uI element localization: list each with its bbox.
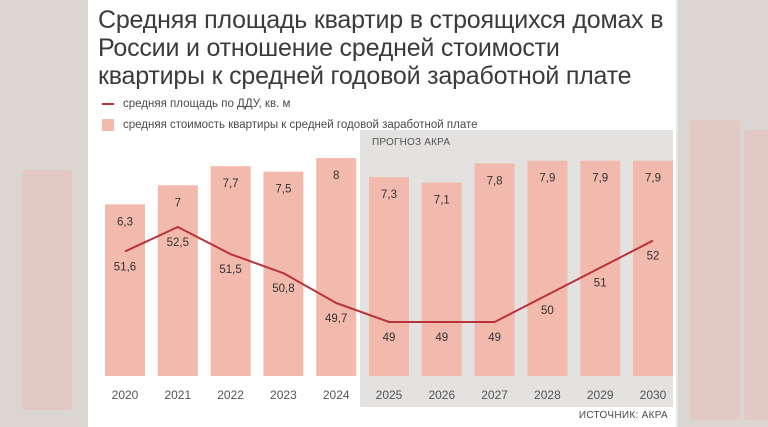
line-value-label: 52 — [647, 251, 660, 263]
line-value-label: 52,5 — [167, 237, 189, 249]
source-note: ИСТОЧНИК: АКРА — [578, 410, 668, 421]
line-value-label: 49,7 — [325, 313, 347, 325]
x-tick-label: 2029 — [587, 388, 614, 402]
x-tick-label: 2028 — [534, 388, 561, 402]
bar — [157, 185, 198, 376]
line-value-label: 50,8 — [272, 283, 294, 295]
line-value-label: 51,6 — [114, 261, 136, 273]
legend-item-line: средняя площадь по ДДУ, кв. м — [102, 93, 478, 114]
bar — [316, 158, 357, 376]
x-tick-label: 2020 — [112, 388, 139, 402]
legend-bar-swatch — [102, 118, 114, 131]
background-right — [678, 0, 768, 427]
x-tick-label: 2022 — [217, 388, 244, 402]
forecast-label: ПРОГНОЗ АКРА — [372, 137, 451, 148]
bar-value-label: 7,9 — [539, 173, 555, 185]
x-tick-label: 2021 — [164, 388, 191, 402]
legend-line-marker — [102, 102, 114, 105]
bar-value-label: 7 — [175, 197, 181, 209]
background-ghost-bar — [690, 120, 740, 420]
line-value-label: 49 — [383, 332, 396, 344]
legend-bar-label: средняя стоимость квартиры к средней год… — [123, 118, 478, 131]
chart-title: Средняя площадь квартир в строящихся дом… — [98, 6, 664, 90]
bar — [633, 160, 673, 376]
x-tick-label: 2024 — [323, 388, 350, 402]
bar-value-label: 7,3 — [381, 189, 397, 201]
legend-item-bar: средняя стоимость квартиры к средней год… — [102, 114, 478, 135]
bar-value-label: 7,7 — [223, 178, 239, 190]
x-tick-label: 2026 — [428, 388, 455, 402]
legend-line-label: средняя площадь по ДДУ, кв. м — [123, 97, 291, 110]
bar — [421, 182, 462, 376]
line-value-label: 49 — [488, 332, 501, 344]
chart-card: Средняя площадь квартир в строящихся дом… — [88, 0, 676, 427]
bar — [210, 166, 251, 376]
line-value-label: 51,5 — [219, 264, 241, 276]
bar — [474, 163, 515, 376]
x-tick-label: 2023 — [270, 388, 297, 402]
bar — [527, 160, 568, 376]
x-tick-label: 2027 — [481, 388, 508, 402]
bar-value-label: 8 — [333, 170, 339, 182]
x-tick-label: 2030 — [640, 388, 667, 402]
bar-value-label: 7,9 — [645, 173, 661, 185]
bar-value-label: 7,1 — [434, 195, 450, 207]
legend: средняя площадь по ДДУ, кв. м средняя ст… — [102, 93, 478, 135]
forecast-region — [360, 130, 673, 407]
bar — [105, 204, 145, 376]
background-left — [0, 0, 90, 427]
chart-plot: 6,3 51,6 2020 7 52,5 2021 7,7 51,5 2022 7,5 50,8 20… — [105, 158, 673, 402]
bar — [369, 177, 409, 376]
x-tick-label: 2025 — [376, 388, 403, 402]
background-ghost-bar — [744, 130, 768, 420]
bar-value-label: 6,3 — [117, 216, 133, 228]
line-value-label: 49 — [435, 332, 448, 344]
bar-value-label: 7,5 — [275, 184, 291, 196]
bar-value-label: 7,8 — [487, 175, 503, 187]
line-series — [124, 226, 654, 323]
bar-value-label: 7,9 — [592, 173, 608, 185]
line-value-label: 51 — [594, 278, 607, 290]
line-value-label: 50 — [541, 305, 554, 317]
background-ghost-bar — [22, 170, 72, 410]
